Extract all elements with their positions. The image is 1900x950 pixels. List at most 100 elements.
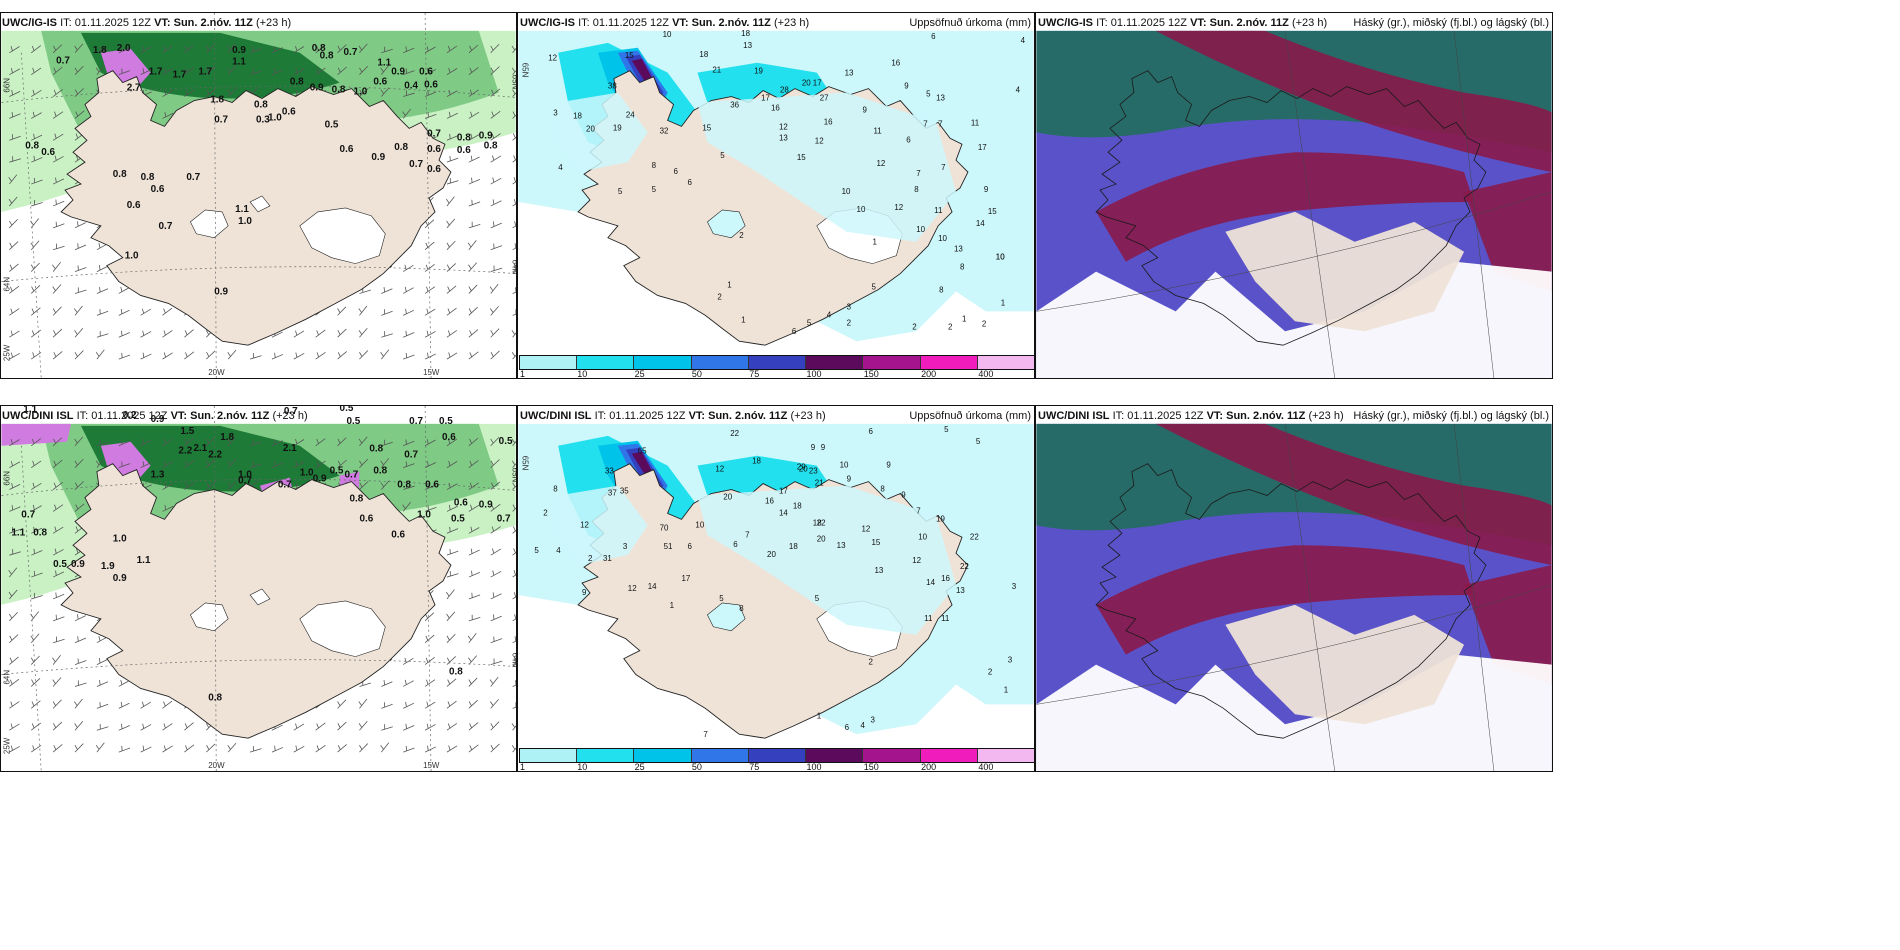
precip-value: 5 [807, 318, 812, 327]
it-value: 01.11.2025 12Z [609, 410, 686, 422]
precip-value: 10 [842, 187, 851, 196]
precip-value: 13 [837, 541, 846, 550]
precip-value: 0.8 [449, 667, 463, 678]
cloud-title: Háský (gr.), miðský (fj.bl.) og lágský (… [1353, 17, 1549, 29]
precip-value: 0.4 [404, 81, 418, 92]
precip-value: 16 [941, 574, 950, 583]
precip-value: 17 [978, 143, 987, 152]
precip-value: 1.0 [417, 509, 431, 520]
model-name: UWC/IG-IS [520, 17, 575, 29]
precip-value: 0.8 [33, 527, 47, 538]
lead-time: (+23 h) [255, 17, 292, 29]
precip-value: 1.1 [235, 204, 249, 215]
precip-value: 12 [715, 465, 724, 474]
precip-value: 1.0 [125, 251, 139, 262]
precip-value: 0.9 [71, 559, 85, 570]
panel-header: UWC/DINI ISL IT: 01.11.2025 12Z VT: Sun.… [1038, 410, 1344, 423]
precip-value: 2 [912, 322, 917, 331]
precip-value: 20 [802, 79, 811, 88]
precip-value: 16 [891, 59, 900, 68]
precip-value: 0.6 [419, 67, 433, 78]
precip-value: 12 [912, 556, 921, 565]
colorbar-segment [748, 356, 807, 369]
vt-value: Sun. 2.nóv. 11Z [173, 17, 253, 29]
precip-value: 2 [982, 319, 987, 328]
precip-value: 36 [730, 100, 739, 109]
colorbar-tick: 75 [749, 369, 760, 379]
precip-value: 19 [754, 67, 763, 76]
precip-value: 20 [767, 550, 776, 559]
precip-value: 9 [901, 490, 906, 499]
precip-value: 10 [938, 234, 947, 243]
colorbar-tick: 75 [749, 762, 760, 772]
colorbar-tick: 10 [577, 762, 588, 772]
axis-labels: 20W 15W 66N 64N 25W 65N 64N [2, 468, 516, 770]
precip-value: 22 [960, 562, 969, 571]
precip-value: 9 [821, 443, 826, 452]
colorbar-tick: 50 [691, 762, 702, 772]
precip-value: 2 [588, 554, 593, 563]
precip-value: 7 [923, 119, 928, 128]
glacier [707, 209, 746, 239]
precip-value: 8 [739, 604, 744, 613]
colorbar-tick: 100 [806, 762, 822, 772]
precip-value: 5 [652, 185, 657, 194]
precip-value: 10 [996, 253, 1005, 262]
precip-value: 4 [1016, 86, 1021, 95]
colorbar-tick: 10 [577, 369, 588, 379]
precip-1mm-land [558, 92, 648, 173]
precip-1mm-land [697, 485, 957, 635]
precip-value: 0.5 [53, 559, 67, 570]
precip-value: 21 [815, 479, 824, 488]
precip-value: 7 [941, 163, 946, 172]
precip-value: 0.7 [214, 114, 228, 125]
precip-value: 13 [779, 133, 788, 142]
precip-value: 13 [956, 586, 965, 595]
precip-value: 6 [868, 427, 873, 436]
precip-value: 5 [926, 90, 931, 99]
precip-value: 0.6 [454, 497, 468, 508]
precip-value: 10 [857, 205, 866, 214]
precip-value: 12 [894, 203, 903, 212]
precip-value: 9 [984, 185, 989, 194]
precip-panel-top: UWC/IG-IS IT: 01.11.2025 12Z VT: Sun. 2.… [517, 12, 1035, 379]
precip-value: 0.8 [373, 466, 387, 477]
precip-value: 0.7 [159, 221, 173, 232]
precip-value: 0.7 [186, 172, 200, 183]
vt-value: Sun. 2.nóv. 11Z [190, 410, 270, 422]
colorbar-tick: 150 [863, 369, 879, 379]
precip-value: 8 [880, 485, 885, 494]
iceland-outline [1095, 70, 1487, 346]
precip-value: 8 [652, 161, 657, 170]
vt-value: Sun. 2.nóv. 11Z [1209, 17, 1289, 29]
precip-value: 2.2 [208, 450, 222, 461]
precip-value: 0.6 [425, 480, 439, 491]
precip-value: 3 [847, 302, 852, 311]
precip-value: 0.8 [141, 172, 155, 183]
precip-value: 18 [573, 111, 582, 120]
precip-value: 0.7 [427, 128, 441, 139]
clear-land [1225, 604, 1465, 725]
cloud-panel-top: UWC/IG-IS IT: 01.11.2025 12Z VT: Sun. 2.… [1035, 12, 1553, 379]
precip-title: Uppsöfnuð úrkoma (mm) [909, 410, 1031, 422]
glacier [299, 600, 386, 657]
precip-value: 14 [976, 219, 985, 228]
precip-value: 0.7 [404, 450, 418, 461]
precip-value: 16 [824, 117, 833, 126]
precip-value: 2 [717, 292, 722, 301]
precip-value: 22 [970, 532, 979, 541]
precip-value: 0.9 [479, 130, 493, 141]
precip-value: 1 [670, 601, 675, 610]
cloud-panel-bottom: UWC/DINI ISL IT: 01.11.2025 12Z VT: Sun.… [1035, 405, 1553, 772]
precip-value: 7 [745, 530, 750, 539]
precip-value: 16 [765, 496, 774, 505]
precip-value: 1.0 [113, 533, 127, 544]
colorbar-segment [748, 749, 807, 762]
precip-value: 0.5 [340, 406, 354, 414]
precip-value: 15 [702, 123, 711, 132]
colorbar-tick: 150 [863, 762, 879, 772]
precip-value: 11 [941, 614, 950, 623]
precip-value: 5 [976, 437, 981, 446]
precip-value: 6 [792, 327, 797, 336]
precip-value: 12 [779, 122, 788, 131]
